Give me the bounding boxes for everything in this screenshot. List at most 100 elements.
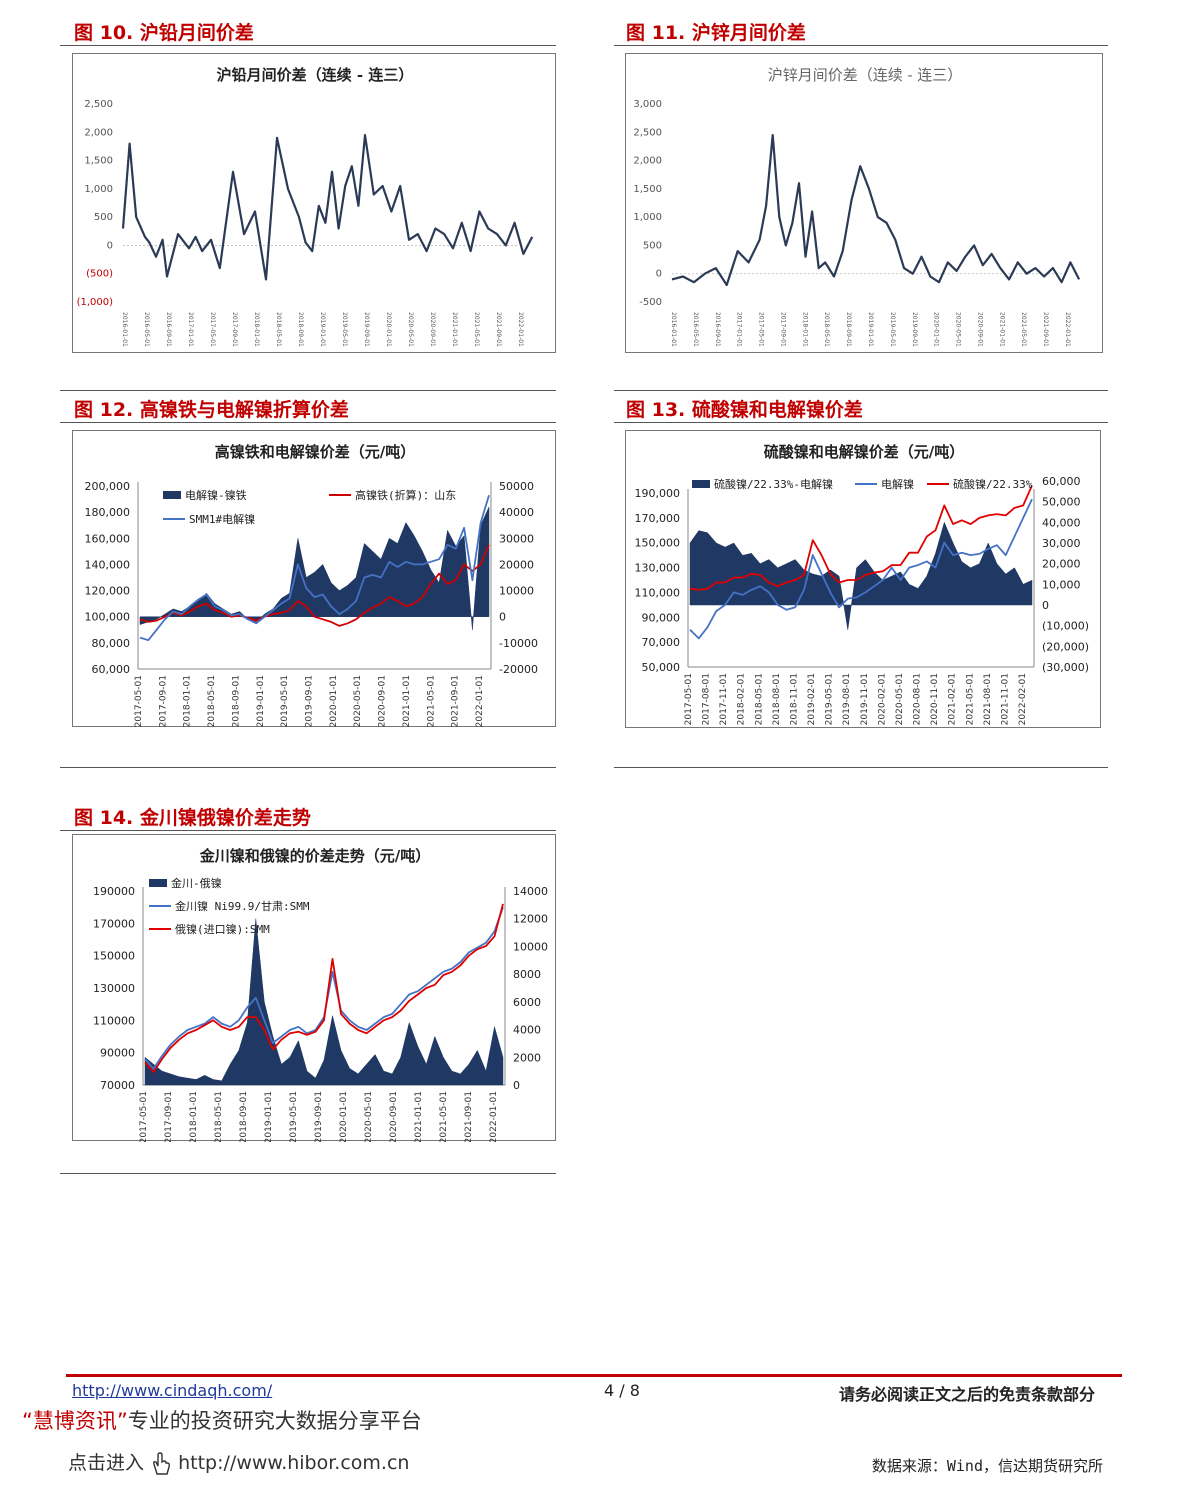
x-tick-label: 2017-08-01 [702, 673, 712, 725]
x-tick-label: 2017-09-01 [779, 312, 786, 347]
x-tick-label: 2016-01-01 [121, 312, 128, 347]
x-tick-label: 2018-01-01 [183, 675, 193, 727]
y-tick-label: 3,000 [633, 99, 662, 110]
x-tick-label: 2019-05-01 [825, 673, 835, 725]
page-number: 4 / 8 [604, 1381, 640, 1400]
x-tick-label: 2020-09-01 [378, 675, 388, 727]
legend-label: 高镍铁(折算)：山东 [355, 488, 456, 502]
x-tick-label: 2018-05-01 [214, 1091, 224, 1142]
x-tick-label: 2018-01-01 [189, 1091, 199, 1142]
y-right-tick-label: (20,000) [1042, 640, 1089, 653]
series-line [139, 544, 490, 627]
data-source: 数据来源：Wind，信达期货研究所 [871, 1457, 1103, 1475]
x-tick-label: 2020-09-01 [389, 1091, 399, 1142]
brand-banner: “慧博资讯”专业的投资研究大数据分享平台 [22, 1405, 422, 1435]
legend-label: 硫酸镍/22.33%-电解镍 [714, 477, 833, 491]
legend-swatch [149, 879, 167, 887]
fig13-bottom-rule [614, 767, 1108, 768]
y-right-tick-label: (30,000) [1042, 661, 1089, 674]
y-tick-label: 500 [643, 240, 662, 251]
y-tick-label: 500 [94, 212, 113, 223]
legend-label: SMM1#电解镍 [189, 512, 255, 526]
x-tick-label: 2021-09-01 [464, 1091, 474, 1142]
x-tick-label: 2020-09-01 [976, 312, 983, 347]
fig12-top-rule [60, 390, 556, 391]
series-line [689, 485, 1033, 591]
y-tick-label: 0 [656, 269, 662, 280]
x-tick-label: 2017-09-01 [164, 1091, 174, 1142]
spread-area [144, 918, 504, 1086]
x-tick-label: 2019-05-01 [280, 675, 290, 727]
x-tick-label: 2022-01-01 [517, 312, 524, 347]
fig12-rule [60, 422, 556, 423]
x-tick-label: 2020-09-01 [429, 312, 436, 347]
x-tick-label: 2018-05-01 [275, 312, 282, 347]
x-tick-label: 2018-02-01 [737, 673, 747, 725]
x-tick-label: 2018-09-01 [239, 1091, 249, 1142]
x-tick-label: 2020-01-01 [933, 312, 940, 347]
y-left-tick-label: 60,000 [92, 663, 131, 676]
y-left-tick-label: 150000 [93, 950, 135, 963]
fig12-title: 图 12. 高镍铁与电解镍折算价差 [74, 399, 349, 421]
x-tick-label: 2018-05-01 [207, 675, 217, 727]
footer-website-link[interactable]: http://www.cindaqh.com/ [72, 1381, 273, 1400]
fig10-title: 图 10. 沪铅月间价差 [74, 22, 254, 44]
x-tick-label: 2021-01-01 [402, 675, 412, 727]
x-tick-label: 2019-09-01 [363, 312, 370, 347]
spread-area [689, 521, 1033, 630]
legend-label: 电解镍 [881, 477, 914, 491]
x-tick-label: 2019-01-01 [319, 312, 326, 347]
x-tick-label: 2018-09-01 [231, 675, 241, 727]
disclaimer-notice: 请务必阅读正文之后的免责条款部分 [838, 1385, 1095, 1404]
brand-quote-open: “ [22, 1409, 33, 1433]
y-right-tick-label: 50,000 [1042, 496, 1081, 509]
chart-title: 沪锌月间价差（连续 - 连三） [768, 66, 963, 84]
legend-label: 金川镍 Ni99.9/甘肃:SMM [175, 899, 310, 913]
hand-pointer-icon [153, 1451, 171, 1475]
fig12-bottom-rule [60, 767, 556, 768]
legend-swatch [163, 491, 181, 499]
hibor-entry[interactable]: 点击进入 http://www.hibor.com.cn [68, 1448, 409, 1476]
x-tick-label: 2021-05-01 [426, 675, 436, 727]
fig11-rule [614, 45, 1108, 46]
legend-label: 硫酸镍/22.33% [953, 477, 1033, 491]
fig11-chart: 沪锌月间价差（连续 - 连三） 3,000 2,500 2,000 1,500 1,000… [625, 53, 1103, 353]
y-right-tick-label: 14000 [513, 885, 548, 898]
series-line [671, 134, 1081, 287]
x-tick-label: 2021-02-01 [948, 673, 958, 725]
x-tick-label: 2018-09-01 [845, 312, 852, 347]
fig12-chart: 高镍铁和电解镍价差（元/吨） 200,000 180,000 160,000 140,0… [72, 430, 556, 727]
y-tick-label: 2,500 [84, 99, 113, 110]
fig14-title: 图 14. 金川镍俄镍价差走势 [74, 807, 311, 829]
y-left-tick-label: 80,000 [92, 637, 131, 650]
y-tick-label: 0 [107, 240, 113, 251]
x-tick-label: 2019-01-01 [867, 312, 874, 347]
x-tick-label: 2017-05-01 [684, 673, 694, 725]
y-right-tick-label: 0 [513, 1079, 520, 1092]
x-tick-label: 2018-11-01 [789, 673, 799, 725]
y-left-tick-label: 130000 [93, 982, 135, 995]
series-line [144, 903, 504, 1073]
x-tick-label: 2019-01-01 [264, 1091, 274, 1142]
y-right-tick-label: 60,000 [1042, 475, 1081, 488]
x-tick-label: 2017-05-01 [139, 1091, 149, 1142]
y-right-tick-label: 8000 [513, 968, 541, 981]
y-right-tick-label: 4000 [513, 1024, 541, 1037]
y-left-tick-label: 50,000 [642, 661, 681, 674]
x-tick-label: 2020-11-01 [930, 673, 940, 725]
fig13-title: 图 13. 硫酸镍和电解镍价差 [626, 399, 863, 421]
hibor-url[interactable]: http://www.hibor.com.cn [178, 1452, 410, 1474]
brand-name: 慧博资讯 [32, 1409, 117, 1433]
y-right-tick-label: 40,000 [1042, 516, 1081, 529]
series-line [689, 498, 1033, 640]
x-tick-label: 2022-02-01 [1018, 673, 1028, 725]
y-left-tick-label: 70,000 [642, 636, 681, 649]
x-tick-label: 2020-05-01 [407, 312, 414, 347]
y-right-tick-label: 2000 [513, 1051, 541, 1064]
legend-label: 金川-俄镍 [171, 876, 222, 890]
y-left-tick-label: 200,000 [85, 480, 131, 493]
y-left-tick-label: 170000 [93, 917, 135, 930]
x-tick-label: 2019-09-01 [911, 312, 918, 347]
x-tick-label: 2016-09-01 [714, 312, 721, 347]
chart-title: 金川镍和俄镍的价差走势（元/吨） [199, 847, 430, 865]
